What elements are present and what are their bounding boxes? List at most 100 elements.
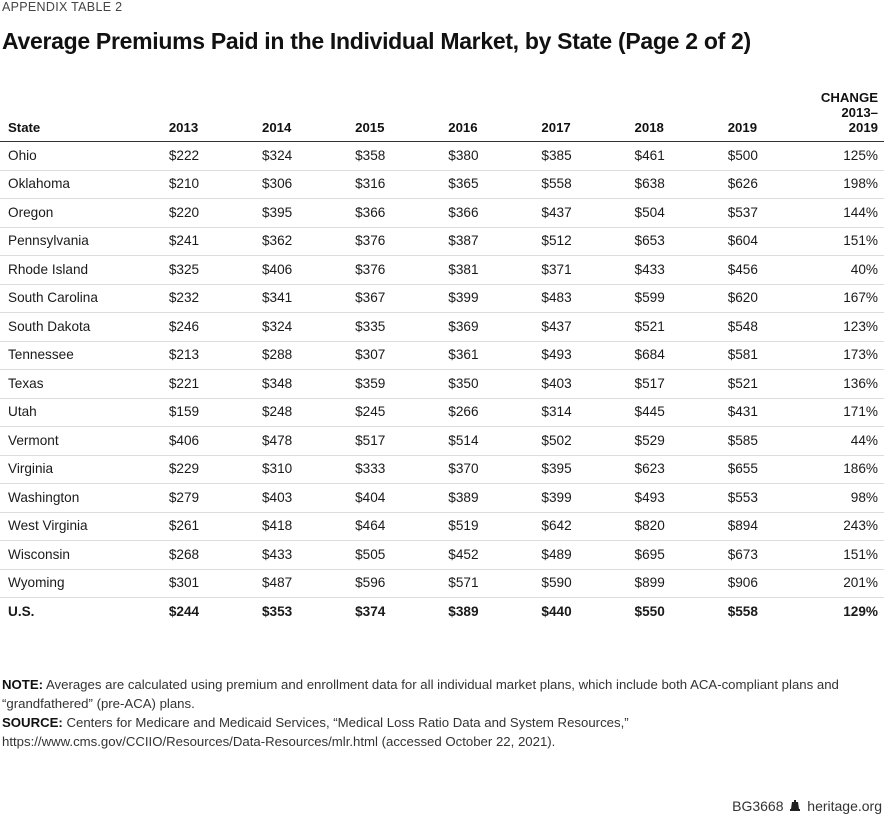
change-cell: 201%	[814, 569, 884, 598]
premium-cell: $229	[162, 455, 256, 484]
premium-cell: $376	[349, 255, 443, 285]
column-header-change: CHANGE 2013–2019	[814, 90, 884, 142]
table-row: South Carolina $232 $341 $367 $399 $483 $599 $6…	[0, 284, 884, 313]
table-row: West Virginia $261 $418 $464 $519 $642 $820 $89…	[0, 512, 884, 541]
premium-cell: $241	[162, 227, 256, 256]
premium-cell: $389	[442, 597, 536, 625]
column-header-state: State	[0, 90, 163, 142]
state-cell: Ohio	[0, 141, 163, 171]
change-cell: 243%	[814, 512, 884, 541]
state-cell: Pennsylvania	[0, 227, 163, 256]
change-header-line1: CHANGE	[820, 90, 878, 105]
premium-cell: $353	[255, 597, 350, 625]
column-header-2013: 2013	[162, 90, 256, 142]
change-cell: 98%	[814, 483, 884, 513]
premium-cell: $478	[255, 426, 350, 456]
premium-cell: $558	[721, 597, 815, 625]
column-header-2018: 2018	[628, 90, 722, 142]
premium-cell: $673	[721, 540, 815, 570]
premium-cell: $440	[535, 597, 629, 625]
premium-cell: $581	[721, 341, 815, 370]
premium-cell: $537	[721, 198, 815, 228]
table-row: Ohio $222 $324 $358 $380 $385 $461 $500 125%	[0, 141, 884, 171]
change-cell: 40%	[814, 255, 884, 285]
premium-cell: $366	[349, 198, 443, 228]
premium-cell: $248	[255, 398, 350, 427]
premium-cell: $395	[535, 455, 629, 484]
premium-cell: $418	[255, 512, 350, 541]
premium-cell: $324	[255, 141, 350, 171]
premium-cell: $638	[628, 170, 722, 199]
premium-cell: $433	[255, 540, 350, 570]
premium-cell: $500	[721, 141, 815, 171]
premium-cell: $306	[255, 170, 350, 199]
source-label: SOURCE:	[2, 715, 63, 730]
premium-cell: $695	[628, 540, 722, 570]
premium-cell: $370	[442, 455, 536, 484]
state-cell: South Dakota	[0, 312, 163, 342]
premium-cell: $350	[442, 369, 536, 399]
premium-cell: $213	[162, 341, 256, 370]
table-row: South Dakota $246 $324 $335 $369 $437 $521 $548…	[0, 312, 884, 342]
premium-cell: $623	[628, 455, 722, 484]
column-header-2019: 2019	[721, 90, 815, 142]
page-title: Average Premiums Paid in the Individual …	[2, 28, 751, 54]
premium-cell: $483	[535, 284, 629, 313]
premium-cell: $387	[442, 227, 536, 256]
table-row: Washington $279 $403 $404 $389 $399 $493 $553 98…	[0, 483, 884, 513]
premium-cell: $437	[535, 198, 629, 228]
column-header-2016: 2016	[442, 90, 536, 142]
change-cell: 144%	[814, 198, 884, 228]
premium-cell: $553	[721, 483, 815, 513]
premium-cell: $626	[721, 170, 815, 199]
premium-cell: $369	[442, 312, 536, 342]
premium-cell: $324	[255, 312, 350, 342]
premium-cell: $220	[162, 198, 256, 228]
state-cell: Oregon	[0, 198, 163, 228]
premium-cell: $548	[721, 312, 815, 342]
premium-cell: $221	[162, 369, 256, 399]
premium-cell: $268	[162, 540, 256, 570]
change-cell: 173%	[814, 341, 884, 370]
note-text: Averages are calculated using premium an…	[2, 677, 839, 711]
table-row: Rhode Island $325 $406 $376 $381 $371 $433 $456…	[0, 255, 884, 285]
premium-cell: $517	[628, 369, 722, 399]
premium-cell: $395	[255, 198, 350, 228]
change-header-line2: 2013–2019	[841, 105, 878, 135]
state-cell: Utah	[0, 398, 163, 427]
change-cell: 171%	[814, 398, 884, 427]
premium-cell: $389	[442, 483, 536, 513]
premium-cell: $359	[349, 369, 443, 399]
change-cell: 129%	[814, 597, 884, 625]
premium-cell: $514	[442, 426, 536, 456]
change-cell: 123%	[814, 312, 884, 342]
premium-cell: $604	[721, 227, 815, 256]
table-total-row: U.S. $244 $353 $374 $389 $440 $550 $558 129%	[0, 597, 884, 625]
table-row: Utah $159 $248 $245 $266 $314 $445 $431 171%	[0, 398, 884, 427]
premium-cell: $464	[349, 512, 443, 541]
state-cell: Wyoming	[0, 569, 163, 598]
site-name: heritage.org	[807, 798, 882, 814]
premium-cell: $493	[628, 483, 722, 513]
premium-cell: $232	[162, 284, 256, 313]
premium-cell: $642	[535, 512, 629, 541]
premium-cell: $399	[535, 483, 629, 513]
state-cell: Tennessee	[0, 341, 163, 370]
table-header-row: State 2013 2014 2015 2016 2017 2018 2019…	[0, 90, 884, 142]
premium-cell: $599	[628, 284, 722, 313]
premium-cell: $590	[535, 569, 629, 598]
premium-cell: $374	[349, 597, 443, 625]
premium-cell: $314	[535, 398, 629, 427]
report-code: BG3668	[732, 798, 784, 814]
premium-cell: $571	[442, 569, 536, 598]
table-row: Tennessee $213 $288 $307 $361 $493 $684 $581 173…	[0, 341, 884, 370]
premium-cell: $348	[255, 369, 350, 399]
premium-cell: $325	[162, 255, 256, 285]
premium-cell: $371	[535, 255, 629, 285]
change-cell: 151%	[814, 227, 884, 256]
premium-cell: $358	[349, 141, 443, 171]
change-cell: 186%	[814, 455, 884, 484]
premium-cell: $366	[442, 198, 536, 228]
premium-cell: $653	[628, 227, 722, 256]
premium-cell: $376	[349, 227, 443, 256]
